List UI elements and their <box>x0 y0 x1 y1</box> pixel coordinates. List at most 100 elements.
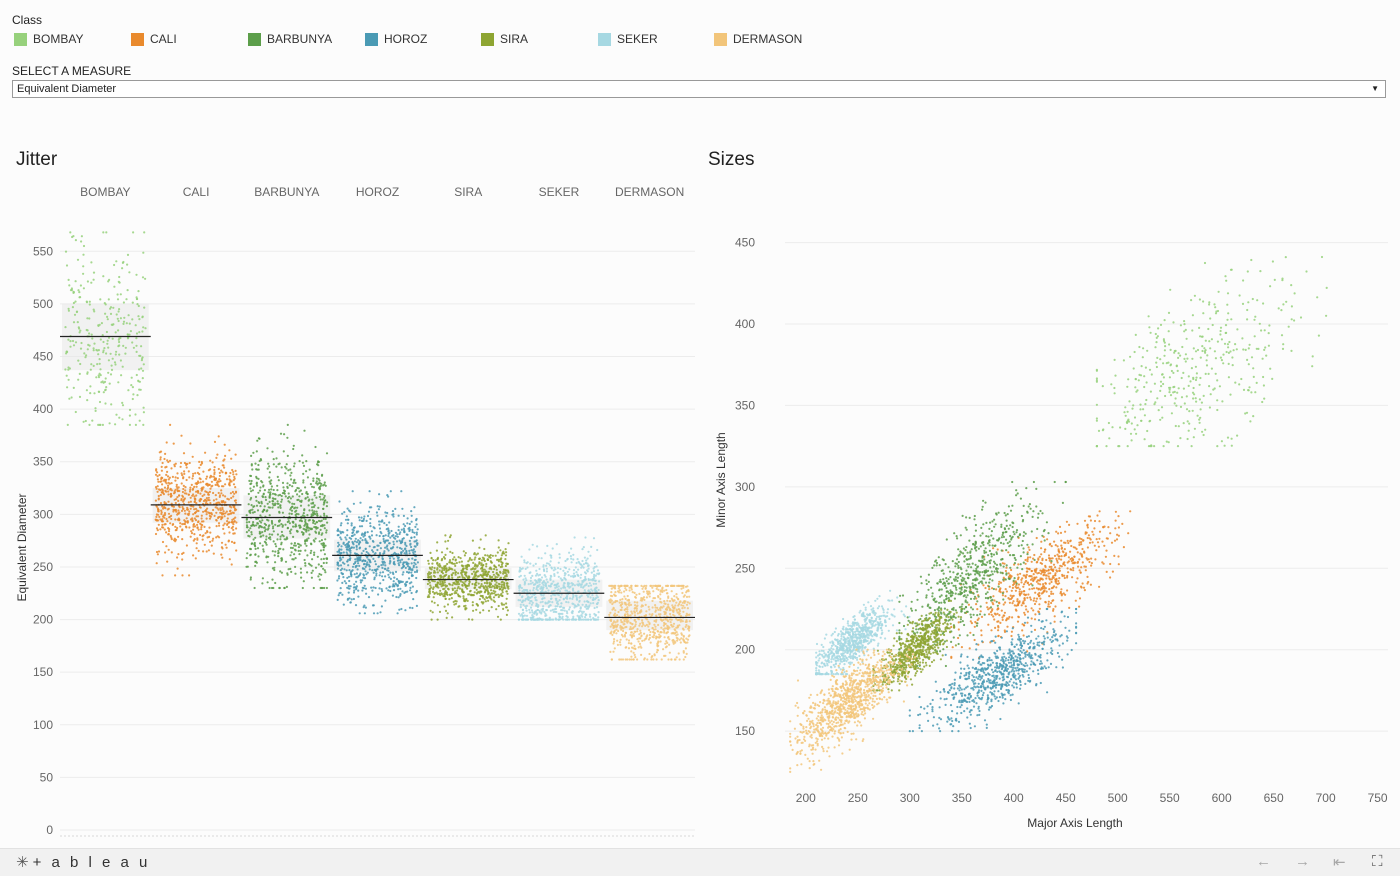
jitter-point <box>546 568 548 570</box>
jitter-point <box>204 544 206 546</box>
jitter-point <box>463 597 465 599</box>
scatter-point <box>1196 372 1198 374</box>
jitter-point <box>305 545 307 547</box>
jitter-point <box>616 614 618 616</box>
jitter-point <box>274 582 276 584</box>
jitter-point <box>660 627 662 629</box>
jitter-point <box>223 510 225 512</box>
jitter-point <box>93 343 95 345</box>
jitter-point <box>475 572 477 574</box>
jitter-point <box>302 462 304 464</box>
jitter-point <box>189 489 191 491</box>
scatter-point <box>1291 305 1293 307</box>
jitter-point <box>261 582 263 584</box>
jitter-point <box>201 515 203 517</box>
scatter-point <box>1171 412 1173 414</box>
jitter-point <box>688 635 690 637</box>
jitter-point <box>649 631 651 633</box>
jitter-points-seker <box>518 536 601 620</box>
jitter-point <box>364 577 366 579</box>
jitter-point <box>518 619 520 621</box>
jitter-point <box>449 584 451 586</box>
jitter-point <box>593 537 595 539</box>
category-header: SEKER <box>539 185 580 199</box>
jitter-point <box>257 464 259 466</box>
jitter-point <box>688 614 690 616</box>
scatter-point <box>1233 349 1235 351</box>
jitter-point <box>201 488 203 490</box>
jitter-point <box>410 510 412 512</box>
scatter-points-bombay <box>1096 256 1328 447</box>
jitter-point <box>596 565 598 567</box>
jitter-point <box>118 276 120 278</box>
legend-item-barbunya[interactable]: BARBUNYA <box>248 32 332 46</box>
scatter-point <box>1326 287 1328 289</box>
scatter-point <box>1195 401 1197 403</box>
jitter-point <box>295 489 297 491</box>
legend-item-seker[interactable]: SEKER <box>598 32 658 46</box>
jitter-point <box>290 497 292 499</box>
jitter-point <box>260 526 262 528</box>
jitter-point <box>319 579 321 581</box>
jitter-point <box>273 569 275 571</box>
jitter-point <box>178 512 180 514</box>
legend-item-sira[interactable]: SIRA <box>481 32 528 46</box>
jitter-point <box>267 529 269 531</box>
jitter-point <box>162 516 164 518</box>
jitter-point <box>684 607 686 609</box>
chevron-down-icon[interactable]: ▼ <box>1371 81 1379 97</box>
jitter-point <box>104 313 106 315</box>
jitter-point <box>97 353 99 355</box>
jitter-point <box>680 588 682 590</box>
legend-item-horoz[interactable]: HOROZ <box>365 32 427 46</box>
jitter-point <box>171 482 173 484</box>
jitter-point <box>613 638 615 640</box>
jitter-point <box>248 521 250 523</box>
scatter-point <box>1219 385 1221 387</box>
jitter-point <box>393 589 395 591</box>
jitter-point <box>532 589 534 591</box>
jitter-point <box>337 534 339 536</box>
jitter-point <box>104 389 106 391</box>
scatter-point <box>1250 259 1252 261</box>
jitter-point <box>664 643 666 645</box>
scatter-point <box>1114 359 1116 361</box>
jitter-point <box>564 560 566 562</box>
jitter-point <box>231 519 233 521</box>
jitter-point <box>437 586 439 588</box>
measure-select[interactable]: Equivalent Diameter ▼ <box>12 80 1386 98</box>
jitter-point <box>564 589 566 591</box>
jitter-point <box>250 497 252 499</box>
x-tick-label: 350 <box>952 791 972 805</box>
scatter-point <box>1108 437 1110 439</box>
jitter-point <box>165 474 167 476</box>
scatter-point <box>1174 391 1176 393</box>
jitter-point <box>378 508 380 510</box>
jitter-point <box>594 587 596 589</box>
jitter-point <box>576 595 578 597</box>
jitter-point <box>677 633 679 635</box>
jitter-point <box>584 557 586 559</box>
jitter-point <box>652 585 654 587</box>
x-tick-label: 700 <box>1316 791 1336 805</box>
scatter-point <box>1208 301 1210 303</box>
jitter-point <box>683 596 685 598</box>
jitter-point <box>357 539 359 541</box>
legend-item-dermason[interactable]: DERMASON <box>714 32 802 46</box>
jitter-point <box>276 489 278 491</box>
jitter-point <box>578 611 580 613</box>
scatter-point <box>1241 337 1243 339</box>
scatter-point <box>1176 392 1178 394</box>
jitter-point <box>385 534 387 536</box>
jitter-point <box>302 479 304 481</box>
jitter-point <box>587 619 589 621</box>
jitter-point <box>524 615 526 617</box>
jitter-point <box>368 511 370 513</box>
legend-item-cali[interactable]: CALI <box>131 32 177 46</box>
jitter-point <box>355 604 357 606</box>
legend-item-bombay[interactable]: BOMBAY <box>14 32 83 46</box>
jitter-point <box>316 511 318 513</box>
jitter-point <box>88 317 90 319</box>
jitter-point <box>414 545 416 547</box>
jitter-point <box>174 480 176 482</box>
